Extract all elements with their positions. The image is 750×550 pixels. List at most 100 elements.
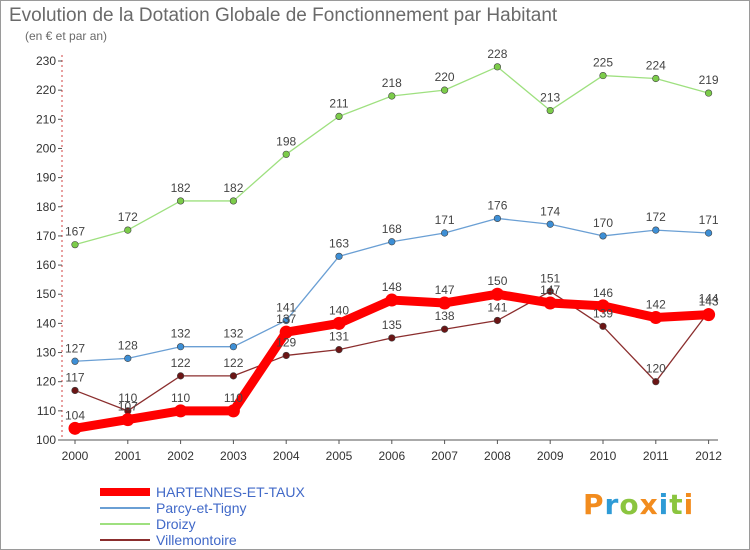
- x-tick-label: 2005: [326, 449, 353, 463]
- data-point: [226, 404, 240, 418]
- data-point: [702, 308, 716, 322]
- data-label: 110: [224, 391, 243, 405]
- data-label: 228: [487, 47, 507, 61]
- legend-label: Parcy-et-Tigny: [156, 500, 247, 516]
- data-point: [441, 325, 449, 333]
- legend-label: HARTENNES-ET-TAUX: [156, 484, 305, 500]
- data-label: 174: [540, 204, 560, 218]
- data-point: [177, 343, 185, 351]
- data-label: 127: [65, 341, 85, 355]
- data-label: 148: [382, 280, 402, 294]
- data-label: 182: [223, 181, 243, 195]
- data-point: [493, 316, 502, 325]
- series-lines: [74, 66, 710, 433]
- data-label: 150: [487, 274, 507, 288]
- y-tick-label: 110: [37, 404, 56, 418]
- data-label: 225: [593, 56, 613, 70]
- data-label: 143: [699, 295, 719, 309]
- data-label: 182: [171, 181, 191, 195]
- data-point: [388, 334, 396, 342]
- data-point: [704, 89, 713, 97]
- data-point: [596, 299, 610, 313]
- axes: 100 110 120 130 140 150 160 170 180 190 200 210 220 2…: [36, 54, 722, 463]
- data-point: [704, 229, 713, 237]
- logo-letter: i: [683, 488, 695, 521]
- logo-letter: i: [658, 488, 670, 521]
- data-label: 104: [65, 408, 85, 422]
- x-tick-label: 2004: [273, 449, 300, 463]
- data-point: [652, 226, 660, 234]
- data-label: 120: [646, 362, 666, 376]
- x-tick-label: 2007: [431, 449, 458, 463]
- data-point: [335, 112, 343, 120]
- legend-label: Villemontoire: [156, 532, 237, 548]
- data-point: [543, 296, 557, 310]
- data-label: 220: [435, 70, 455, 84]
- x-tick-label: 2000: [62, 449, 89, 463]
- data-label: 147: [540, 283, 560, 297]
- data-point: [71, 386, 79, 395]
- data-point: [279, 325, 293, 339]
- y-tick-label: 220: [36, 83, 56, 97]
- data-point: [493, 214, 502, 223]
- data-label: 171: [435, 213, 455, 227]
- line-chart: 100 110 120 130 140 150 160 170 180 190 200 210 220 2…: [36, 47, 722, 463]
- data-point: [599, 71, 607, 80]
- data-label: 171: [699, 213, 719, 227]
- logo-letter: t: [669, 488, 684, 521]
- logo-letter: o: [619, 488, 640, 521]
- data-label: 117: [65, 370, 84, 384]
- data-label: 128: [118, 338, 138, 352]
- data-label: 151: [540, 271, 560, 285]
- data-point: [385, 293, 399, 307]
- data-label: 211: [329, 96, 348, 110]
- data-label: 163: [329, 236, 349, 250]
- data-label: 172: [118, 210, 138, 224]
- y-tick-label: 190: [36, 171, 56, 185]
- x-tick-label: 2010: [590, 449, 617, 463]
- data-label: 122: [223, 356, 243, 370]
- data-point: [121, 413, 135, 427]
- data-label: 170: [593, 216, 613, 230]
- data-point: [546, 106, 554, 115]
- chart-title: Evolution de la Dotation Globale de Fonc…: [9, 5, 558, 26]
- data-point: [177, 372, 185, 380]
- y-tick-label: 210: [36, 112, 56, 126]
- data-label: 142: [646, 298, 666, 312]
- data-label: 213: [540, 91, 560, 105]
- x-tick-label: 2009: [537, 449, 564, 463]
- data-label: 141: [487, 300, 507, 314]
- legend-swatch: [100, 507, 150, 509]
- y-tick-label: 120: [36, 375, 56, 389]
- data-point: [71, 357, 79, 365]
- data-point: [441, 229, 449, 237]
- data-point: [68, 421, 82, 435]
- data-label: 129: [276, 335, 296, 349]
- legend-swatch: [100, 488, 150, 496]
- y-tick-label: 100: [36, 433, 56, 447]
- data-point: [438, 296, 452, 310]
- y-tick-label: 140: [36, 316, 56, 330]
- data-point: [124, 354, 132, 362]
- data-label: 135: [382, 318, 402, 332]
- data-point: [71, 241, 79, 249]
- data-label: 110: [118, 391, 137, 405]
- data-label: 107: [118, 400, 138, 414]
- x-tick-label: 2003: [220, 449, 247, 463]
- data-point: [493, 63, 502, 71]
- data-point: [652, 378, 660, 386]
- data-label: 138: [435, 309, 455, 323]
- data-label: 168: [382, 222, 402, 236]
- data-point: [441, 86, 449, 94]
- data-label: 218: [382, 76, 402, 90]
- legend-swatch: [100, 539, 150, 541]
- data-point: [649, 311, 663, 325]
- x-tick-label: 2008: [484, 449, 511, 463]
- data-label: 132: [223, 327, 243, 341]
- data-point: [282, 316, 290, 325]
- data-point: [546, 220, 554, 228]
- data-point: [490, 287, 504, 301]
- data-point: [177, 197, 185, 205]
